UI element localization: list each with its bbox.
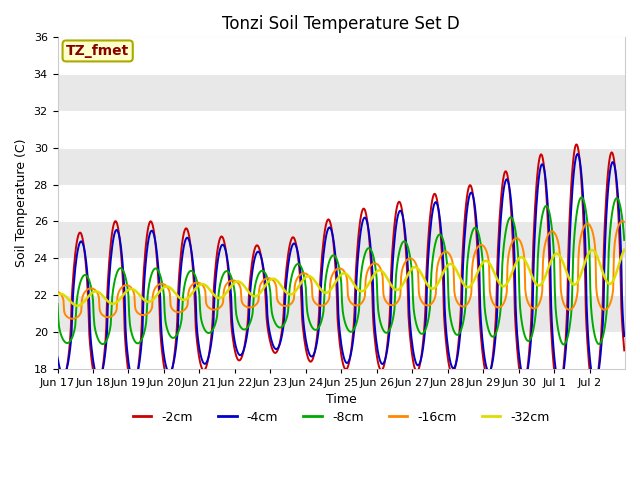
Bar: [58, 332, 625, 369]
Bar: [58, 111, 625, 148]
Legend: -2cm, -4cm, -8cm, -16cm, -32cm: -2cm, -4cm, -8cm, -16cm, -32cm: [128, 406, 555, 429]
Bar: [58, 74, 625, 111]
X-axis label: Time: Time: [326, 393, 356, 406]
Bar: [58, 295, 625, 332]
Bar: [58, 37, 625, 74]
Bar: [58, 258, 625, 295]
Y-axis label: Soil Temperature (C): Soil Temperature (C): [15, 139, 28, 267]
Bar: [58, 148, 625, 184]
Bar: [58, 221, 625, 258]
Text: TZ_fmet: TZ_fmet: [66, 44, 129, 58]
Title: Tonzi Soil Temperature Set D: Tonzi Soil Temperature Set D: [222, 15, 460, 33]
Bar: [58, 184, 625, 221]
